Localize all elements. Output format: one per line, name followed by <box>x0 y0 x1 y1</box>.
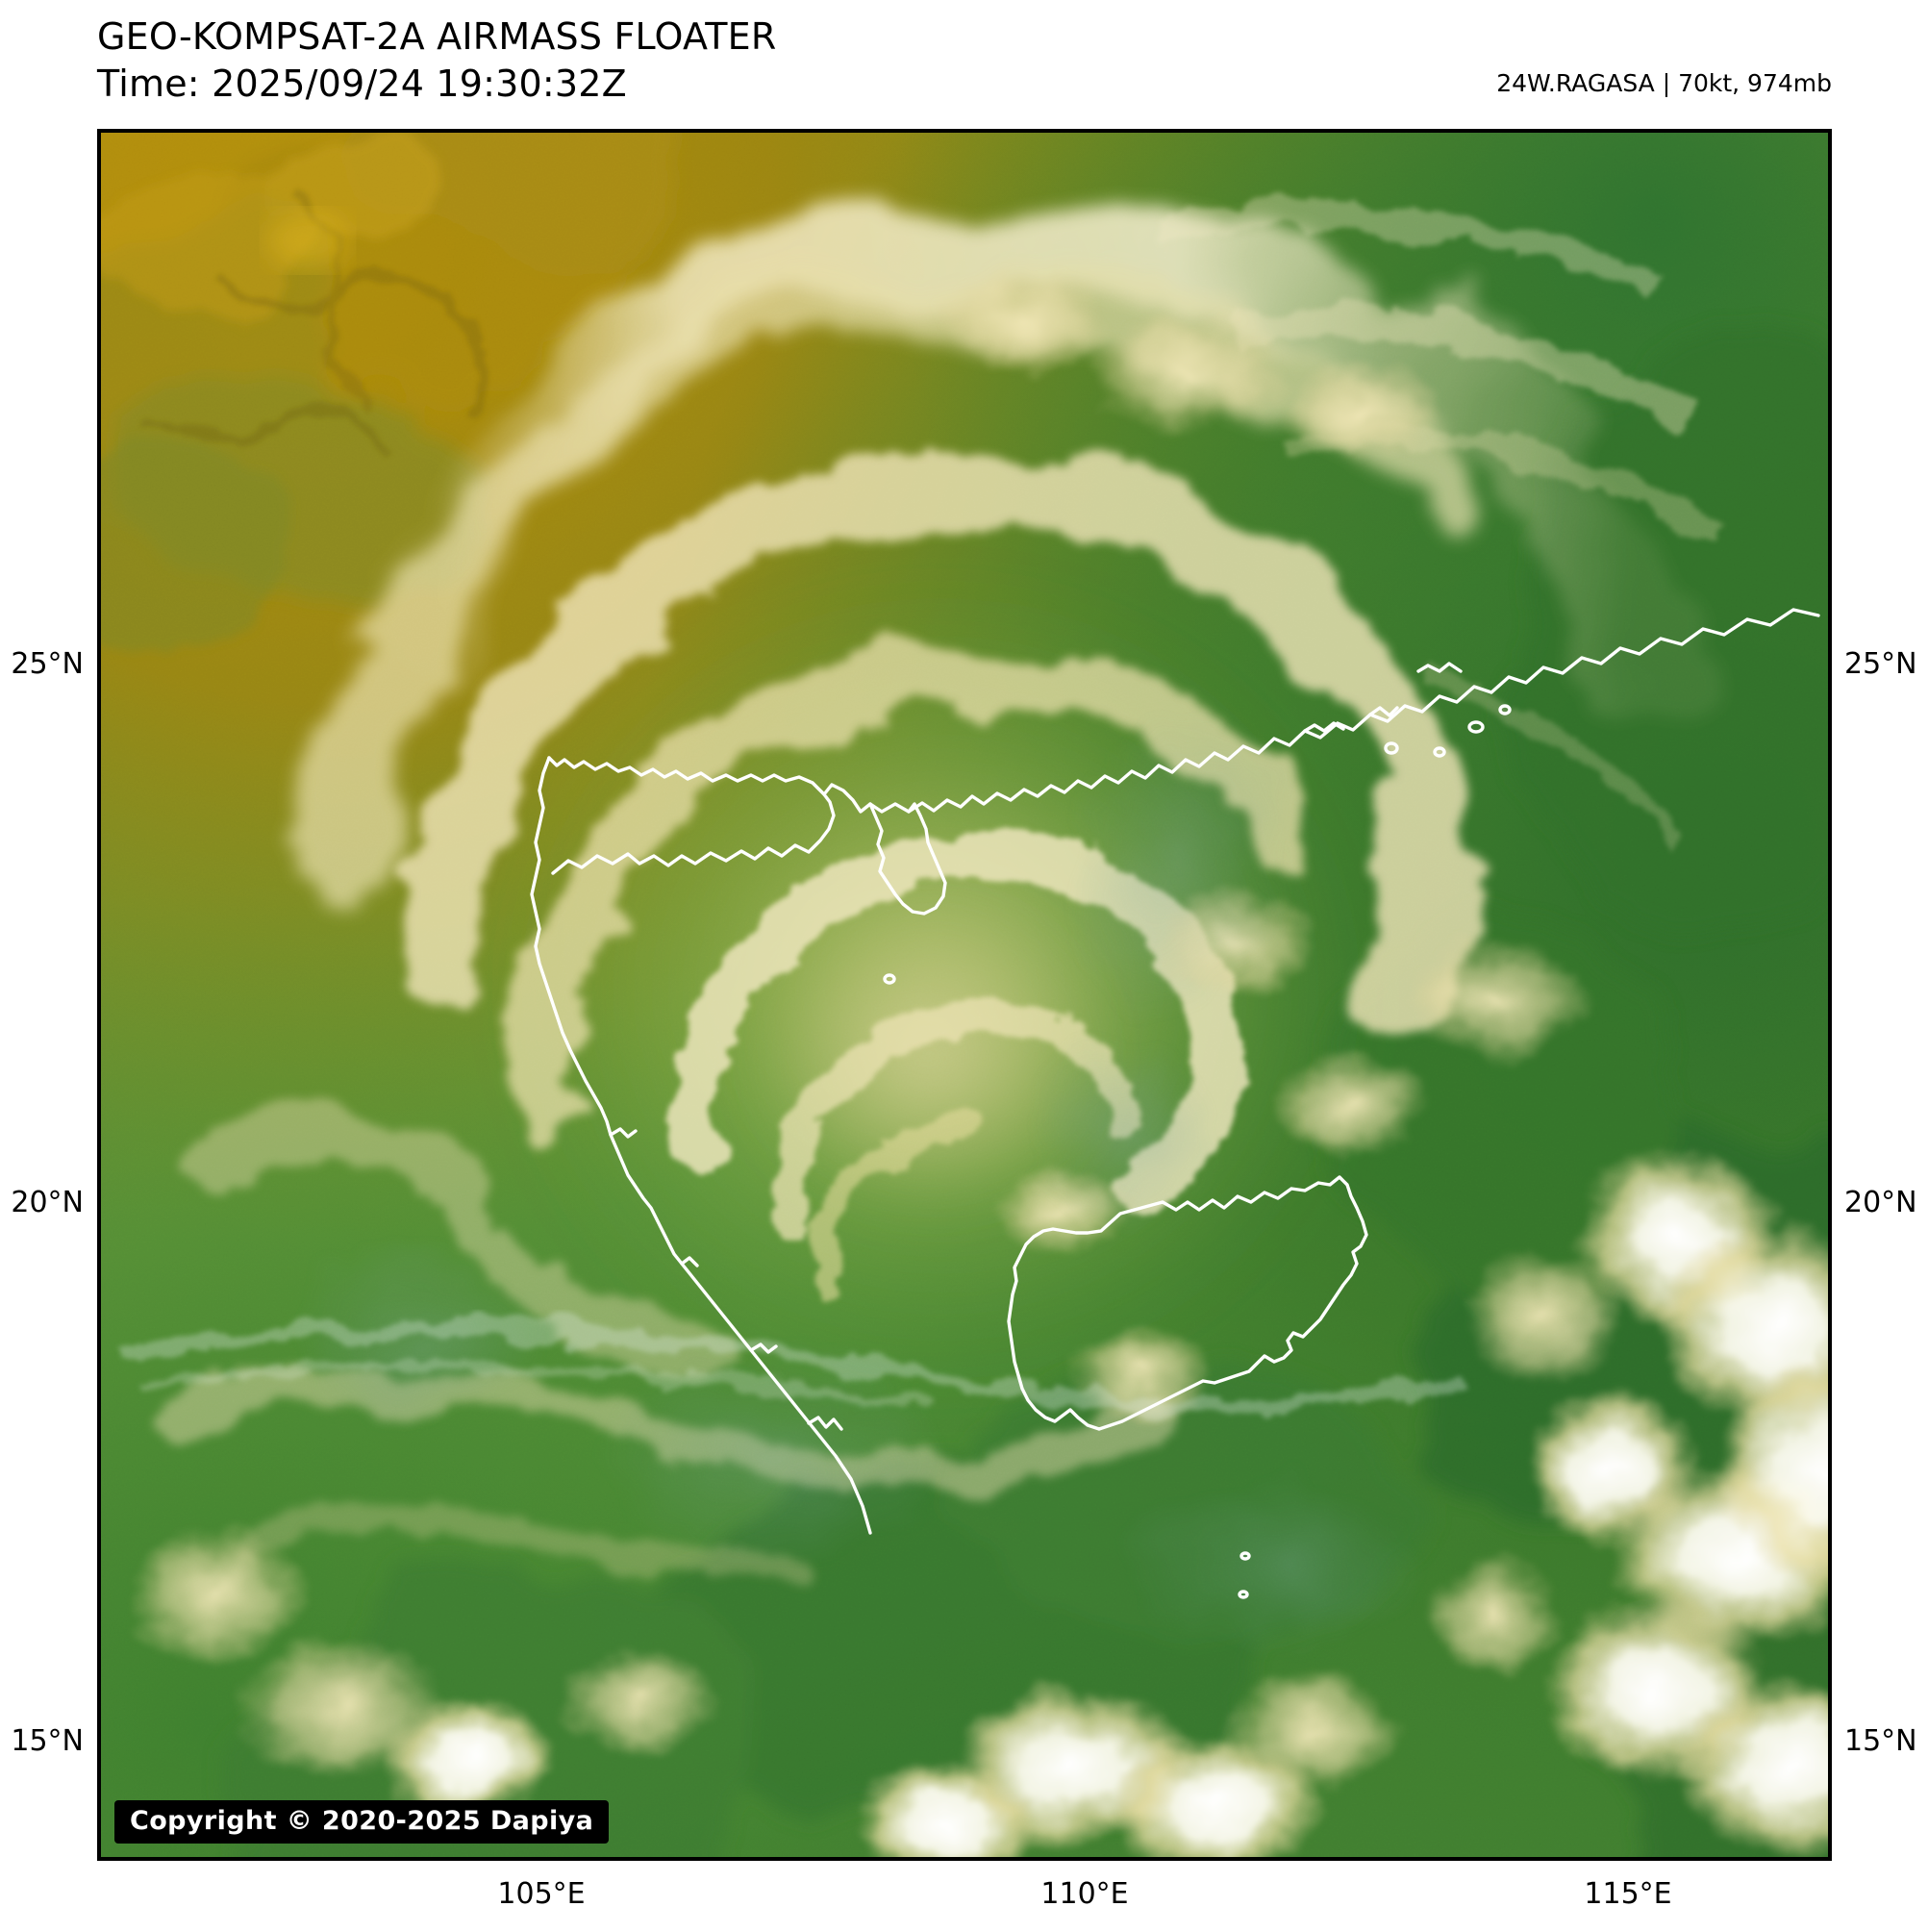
lat-label-right-20n: 20°N <box>1844 1186 1917 1219</box>
storm-info-label: 24W.RAGASA | 70kt, 974mb <box>1496 69 1832 97</box>
lon-label-105e: 105°E <box>497 1877 586 1911</box>
page-title: GEO-KOMPSAT-2A AIRMASS FLOATER <box>97 15 777 58</box>
lon-label-115e: 115°E <box>1584 1877 1672 1911</box>
satellite-map-frame[interactable]: Copyright © 2020-2025 Dapiya <box>97 129 1832 1861</box>
lat-label-left-25n: 25°N <box>11 647 84 681</box>
lat-label-left-20n: 20°N <box>11 1186 84 1219</box>
timestamp-label: Time: 2025/09/24 19:30:32Z <box>97 63 627 106</box>
sensor-grain <box>101 133 1828 1857</box>
header-title-block: GEO-KOMPSAT-2A AIRMASS FLOATER Time: 202… <box>97 13 776 109</box>
copyright-badge: Copyright © 2020-2025 Dapiya <box>114 1800 610 1844</box>
lat-label-right-25n: 25°N <box>1844 647 1917 681</box>
lon-label-110e: 110°E <box>1040 1877 1129 1911</box>
satellite-imagery <box>101 133 1828 1857</box>
lat-label-left-15n: 15°N <box>11 1724 84 1758</box>
lat-label-right-15n: 15°N <box>1844 1724 1917 1758</box>
